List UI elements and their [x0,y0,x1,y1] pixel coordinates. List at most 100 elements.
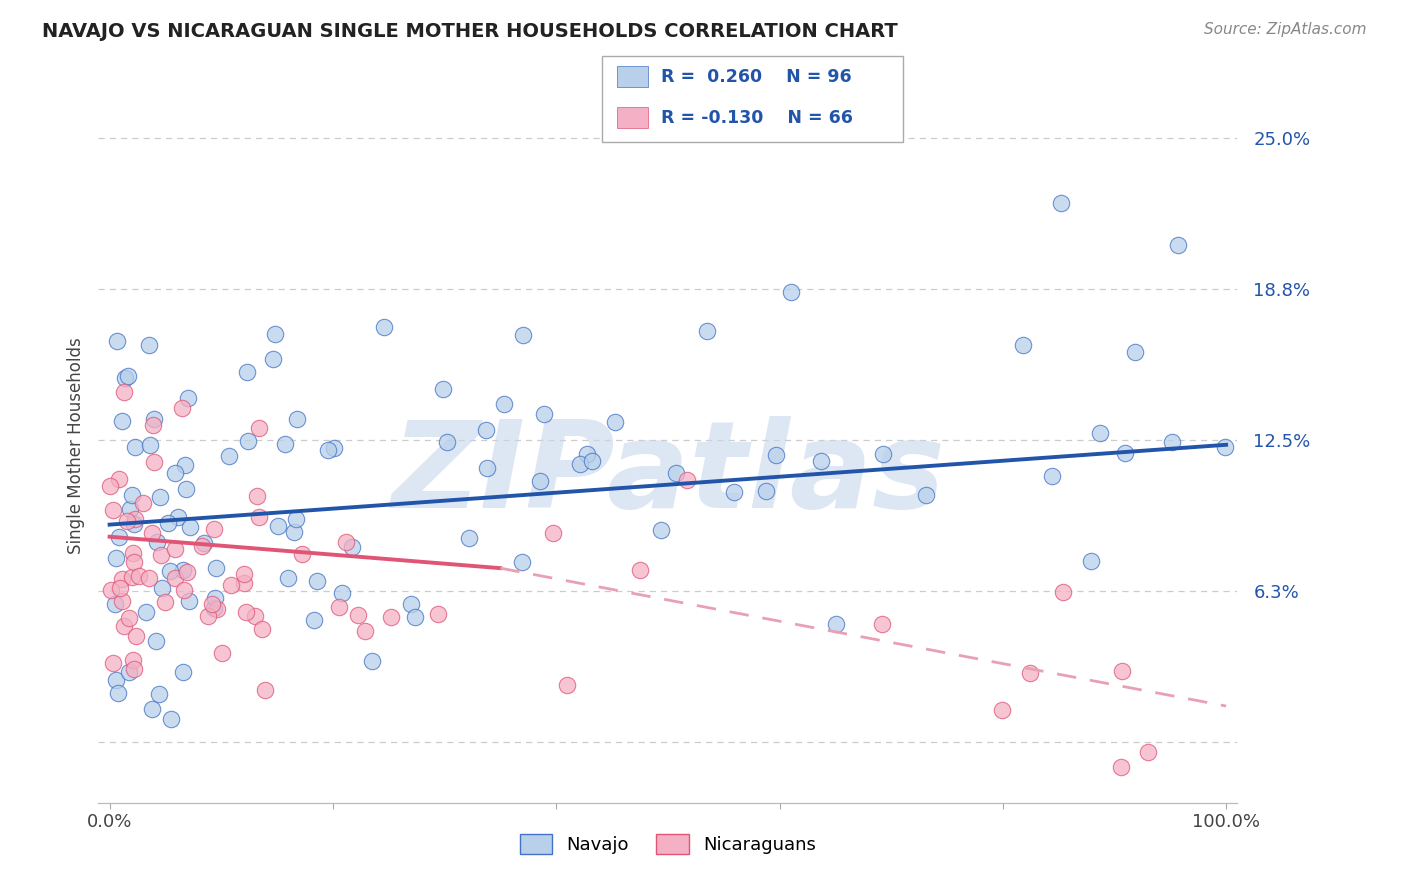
Navajo [723,484,745,499]
Nicaraguans [380,610,402,624]
Navajo [581,454,603,468]
Navajo [107,334,129,348]
Navajo [111,414,134,428]
Navajo [264,326,287,341]
Navajo [404,610,426,624]
Nicaraguans [165,571,187,585]
Nicaraguans [232,576,254,591]
Nicaraguans [124,662,146,676]
Nicaraguans [100,582,122,597]
Nicaraguans [235,605,257,619]
Text: R = -0.130    N = 66: R = -0.130 N = 66 [661,109,852,127]
Nicaraguans [328,599,350,614]
Nicaraguans [132,496,155,510]
Navajo [135,605,157,619]
Nicaraguans [205,602,228,616]
Nicaraguans [990,704,1012,718]
Navajo [436,435,458,450]
Navajo [915,488,938,502]
Nicaraguans [1018,666,1040,681]
Navajo [284,512,307,526]
Nicaraguans [170,401,193,415]
Nicaraguans [555,678,578,692]
Navajo [322,441,344,455]
Navajo [118,501,141,516]
Nicaraguans [122,556,145,570]
Navajo [475,423,498,437]
Navajo [475,461,498,475]
Nicaraguans [1136,745,1159,759]
Navajo [1125,344,1147,359]
Nicaraguans [121,653,143,667]
Navajo [121,488,143,502]
Navajo [273,437,295,451]
Navajo [304,613,326,627]
Nicaraguans [103,503,125,517]
Navajo [533,407,555,421]
Nicaraguans [176,565,198,579]
Nicaraguans [243,609,266,624]
Text: Source: ZipAtlas.com: Source: ZipAtlas.com [1204,22,1367,37]
Navajo [179,520,201,534]
Navajo [159,564,181,578]
Navajo [1012,338,1035,352]
Navajo [262,351,284,366]
Nicaraguans [347,608,370,623]
Nicaraguans [121,546,143,560]
Navajo [124,441,146,455]
Nicaraguans [202,522,225,536]
Navajo [458,531,481,545]
Navajo [576,447,599,461]
Nicaraguans [115,514,138,528]
Nicaraguans [117,611,139,625]
Navajo [105,551,128,566]
Nicaraguans [128,569,150,583]
Navajo [174,482,197,496]
Nicaraguans [233,567,256,582]
Nicaraguans [197,608,219,623]
Nicaraguans [211,646,233,660]
Navajo [569,457,592,471]
Navajo [755,484,778,499]
Navajo [145,534,167,549]
Navajo [145,634,167,648]
Navajo [236,434,259,448]
Nicaraguans [153,595,176,609]
Nicaraguans [354,624,377,638]
Navajo [202,600,225,615]
Navajo [267,518,290,533]
Navajo [1090,425,1112,440]
Navajo [114,370,136,384]
Navajo [283,525,305,540]
Nicaraguans [108,472,131,486]
Navajo [780,285,803,299]
Navajo [139,437,162,451]
Nicaraguans [112,619,135,633]
Navajo [277,571,299,585]
Nicaraguans [143,455,166,469]
Nicaraguans [250,622,273,636]
Nicaraguans [201,597,224,611]
Navajo [148,687,170,701]
Navajo [810,453,832,467]
Navajo [103,598,125,612]
Nicaraguans [254,683,277,698]
Navajo [177,594,200,608]
Navajo [236,365,259,379]
Navajo [1161,434,1184,449]
Nicaraguans [138,571,160,585]
Navajo [765,448,787,462]
Navajo [872,447,894,461]
Nicaraguans [149,549,172,563]
Legend: Navajo, Nicaraguans: Navajo, Nicaraguans [512,827,824,862]
Nicaraguans [111,572,134,586]
Navajo [510,555,533,569]
Navajo [156,516,179,531]
Nicaraguans [121,570,143,584]
Nicaraguans [335,535,357,549]
Navajo [399,597,422,611]
Nicaraguans [675,473,697,487]
Navajo [1080,554,1102,568]
Navajo [373,320,395,334]
Navajo [149,491,172,505]
